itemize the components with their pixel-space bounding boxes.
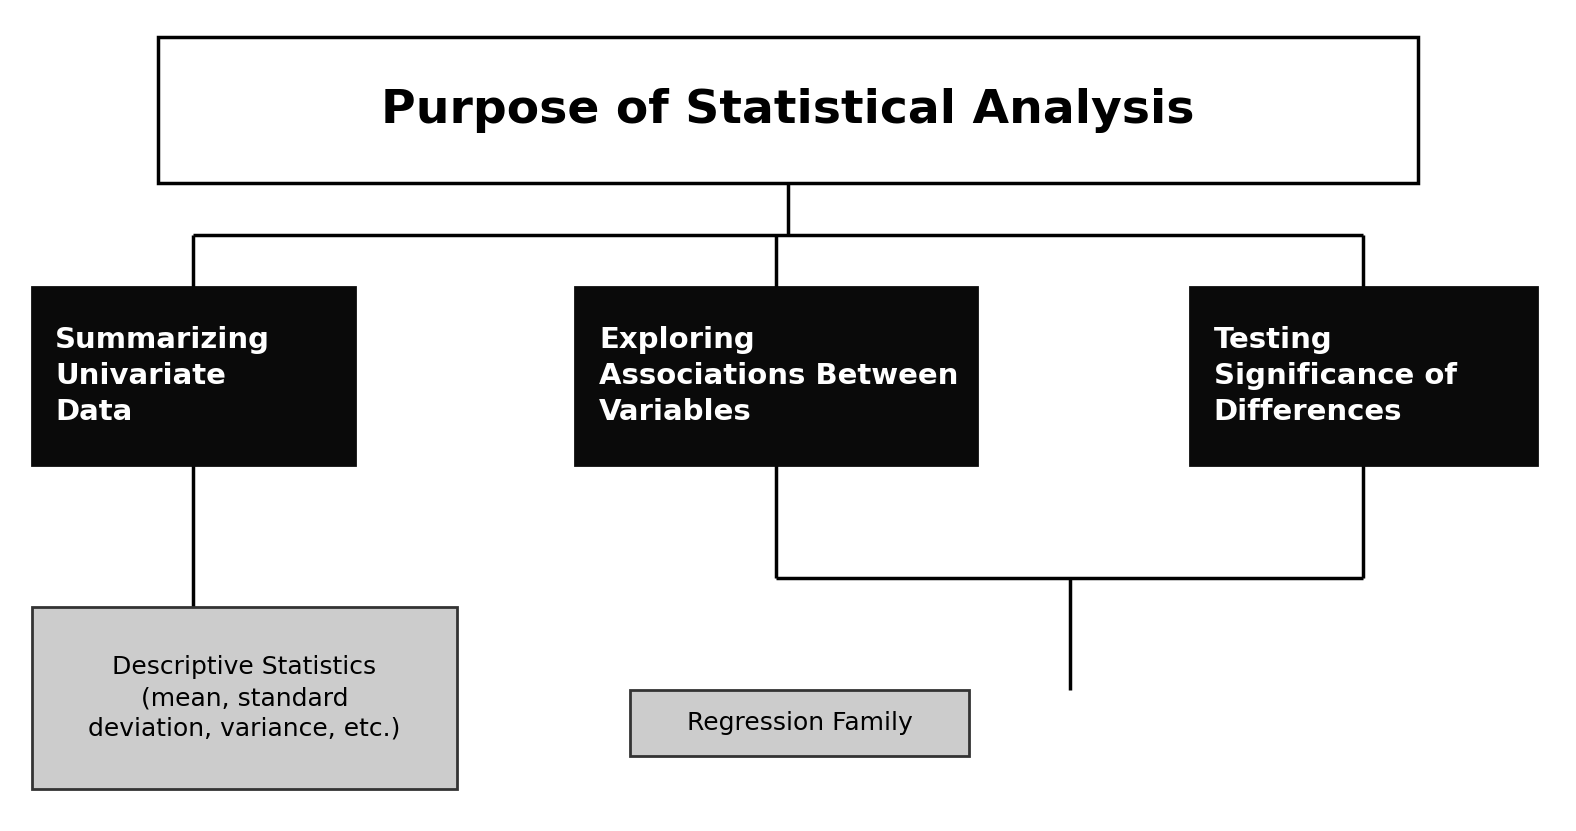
- FancyBboxPatch shape: [1190, 287, 1537, 465]
- Text: Purpose of Statistical Analysis: Purpose of Statistical Analysis: [381, 87, 1195, 133]
- FancyBboxPatch shape: [158, 37, 1418, 183]
- Text: Descriptive Statistics
(mean, standard
deviation, variance, etc.): Descriptive Statistics (mean, standard d…: [88, 656, 400, 740]
- FancyBboxPatch shape: [630, 690, 969, 756]
- Text: Regression Family: Regression Family: [687, 711, 913, 735]
- FancyBboxPatch shape: [575, 287, 977, 465]
- Text: Exploring
Associations Between
Variables: Exploring Associations Between Variables: [599, 327, 958, 425]
- Text: Summarizing
Univariate
Data: Summarizing Univariate Data: [55, 327, 269, 425]
- Text: Testing
Significance of
Differences: Testing Significance of Differences: [1214, 327, 1456, 425]
- FancyBboxPatch shape: [32, 607, 457, 789]
- FancyBboxPatch shape: [32, 287, 355, 465]
